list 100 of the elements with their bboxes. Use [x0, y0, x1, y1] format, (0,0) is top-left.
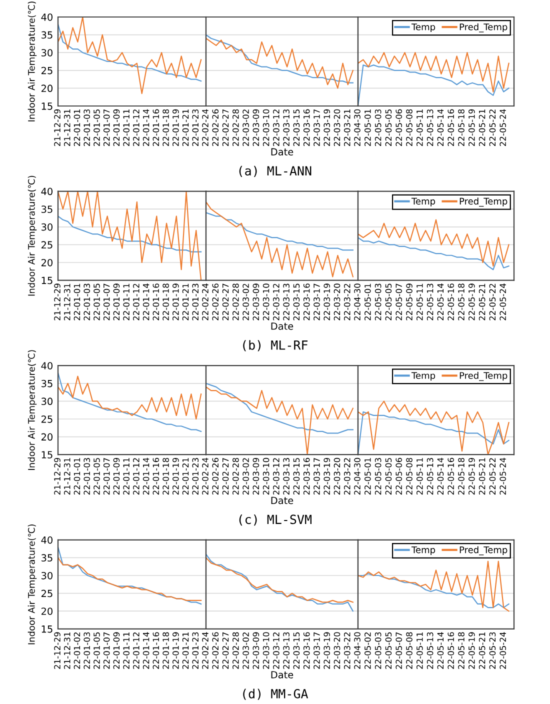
x-tick-label: 22-05-21	[478, 632, 486, 669]
x-tick-label: 22-01-18	[162, 632, 169, 669]
x-tick-label: 22-03-09	[252, 109, 260, 146]
x-tick-label: 22-01-07	[103, 284, 110, 320]
x-tick-label: 22-01-12	[133, 110, 140, 146]
x-tick-label: 22-03-20	[334, 458, 340, 495]
x-tick-label: 22-02-24	[202, 632, 208, 669]
x-tick-label: 22-01-07	[103, 458, 110, 495]
x-tick-label: 22-05-03	[374, 632, 382, 669]
text: (c) ML-SVM	[239, 514, 312, 526]
x-tick-label: 22-01-18	[162, 109, 169, 146]
x-tick-label: 22-03-16	[303, 109, 310, 146]
x-tick-label: 22-05-11	[416, 110, 423, 146]
legend-label: Pred_Temp	[460, 546, 508, 556]
x-tick-label: 22-02-26	[212, 109, 219, 146]
y-tick-label: 25	[41, 66, 52, 74]
x-tick-label: 22-05-24	[500, 458, 506, 495]
x-tick-label: 22-04-30	[354, 632, 360, 669]
x-tick-label: 22-05-13	[426, 109, 434, 146]
x-tick-label: 22-01-14	[142, 632, 150, 669]
x-tick-label: 22-05-11	[416, 284, 423, 320]
y-tick-label: 35	[42, 554, 52, 562]
x-tick-label: 22-05-13	[426, 458, 434, 495]
x-tick-label: 22-05-08	[406, 632, 412, 669]
x-tick-label: 22-05-05	[385, 284, 392, 320]
text: (a) ML-ANN	[239, 166, 312, 177]
x-tick-label: 21-12-29	[54, 632, 60, 669]
x-tick-label: 22-05-24	[500, 632, 506, 669]
x-tick-label: 22-02-24	[202, 458, 208, 495]
x-tick-label: 22-01-03	[84, 284, 90, 320]
x-tick-label: 22-05-18	[458, 109, 464, 146]
x-tick-label: 22-01-19	[172, 109, 179, 146]
x-tick-label: 22-01-14	[142, 458, 150, 495]
y-tick-label: 40	[41, 536, 52, 544]
y-tick-label: 30	[42, 223, 52, 231]
y-tick-label: 40	[41, 188, 52, 196]
y-tick-label: 15	[42, 451, 52, 458]
x-tick-label: 22-03-02	[242, 110, 249, 146]
x-tick-label: 22-01-16	[152, 632, 160, 669]
x-tick-label: 22-03-19	[324, 458, 330, 495]
x-tick-label: 22-05-01	[364, 284, 371, 320]
x-tick-label: 22-05-18	[458, 458, 464, 495]
x-tick-label: 22-03-15	[293, 632, 300, 669]
x-tick-label: 22-01-05	[94, 632, 100, 669]
x-tick-label: 22-01-21	[182, 110, 189, 146]
x-tick-label: 22-01-09	[113, 632, 120, 669]
x-tick-label: 22-01-16	[152, 284, 160, 320]
y-tick-label: 15	[42, 626, 52, 633]
x-tick-label: 22-02-27	[222, 458, 229, 495]
x-tick-label: 22-03-02	[242, 458, 249, 495]
x-tick-label: 21-12-31	[64, 458, 70, 495]
x-tick-label: 21-12-29	[54, 109, 60, 146]
y-axis-title: Indoor Air Temperature(℃)	[28, 524, 37, 644]
x-tick-label: 22-03-02	[242, 284, 249, 320]
x-tick-label: 22-03-09	[252, 632, 260, 669]
x-tick-label: 22-01-23	[192, 284, 199, 320]
x-tick-label: 22-05-18	[458, 284, 464, 320]
x-tick-label: 22-05-07	[396, 632, 402, 669]
x-tick-label: 22-03-09	[252, 284, 260, 320]
x-tick-label: 22-02-28	[232, 632, 239, 669]
x-tick-label: 22-05-21	[478, 284, 486, 320]
line-series	[58, 24, 202, 82]
x-tick-label: 22-03-12	[273, 458, 280, 495]
x-tick-label: 22-01-09	[113, 109, 120, 146]
x-tick-label: 22-05-07	[396, 284, 402, 320]
legend-label: Pred_Temp	[460, 23, 508, 32]
y-tick-label: 35	[42, 380, 52, 388]
x-tick-label: 22-04-30	[354, 458, 360, 495]
x-tick-label: 22-01-03	[84, 458, 90, 495]
x-tick-label: 22-01-19	[172, 284, 179, 320]
x-tick-label: 22-05-05	[385, 110, 392, 146]
x-tick-label: 22-05-14	[437, 458, 444, 495]
y-tick-label: 20	[41, 84, 52, 92]
x-tick-label: 21-12-31	[64, 632, 70, 669]
x-tick-label: 22-02-27	[222, 109, 229, 146]
x-tick-label: 22-01-05	[94, 284, 100, 320]
x-tick-label: 22-03-19	[324, 632, 330, 669]
x-tick-label: 22-05-23	[489, 632, 496, 669]
x-tick-label: 22-03-22	[344, 632, 350, 669]
y-tick-label: 20	[41, 258, 52, 266]
x-tick-label: 22-05-21	[478, 110, 486, 146]
x-tick-label: 22-01-03	[84, 632, 90, 669]
x-axis-title: Date	[271, 496, 294, 504]
x-tick-label: 22-01-05	[94, 458, 100, 495]
x-tick-label: 22-01-12	[133, 632, 140, 669]
x-axis-title: Date	[271, 148, 294, 156]
x-tick-label: 22-05-24	[500, 109, 506, 146]
x-tick-label: 22-01-11	[123, 632, 130, 669]
x-tick-label: 22-02-28	[232, 458, 239, 495]
x-tick-label: 22-05-05	[385, 632, 392, 669]
x-tick-label: 22-01-11	[123, 458, 130, 495]
x-tick-label: 22-05-22	[489, 284, 496, 320]
x-tick-label: 22-03-09	[252, 458, 260, 495]
x-tick-label: 22-05-01	[364, 110, 371, 146]
x-tick-label: 22-02-27	[222, 632, 229, 669]
x-tick-label: 22-03-20	[334, 109, 340, 146]
x-tick-label: 21-12-29	[54, 458, 60, 495]
x-tick-label: 22-05-03	[374, 284, 382, 320]
x-tick-label: 22-04-30	[354, 284, 360, 320]
x-tick-label: 22-01-12	[133, 458, 140, 495]
